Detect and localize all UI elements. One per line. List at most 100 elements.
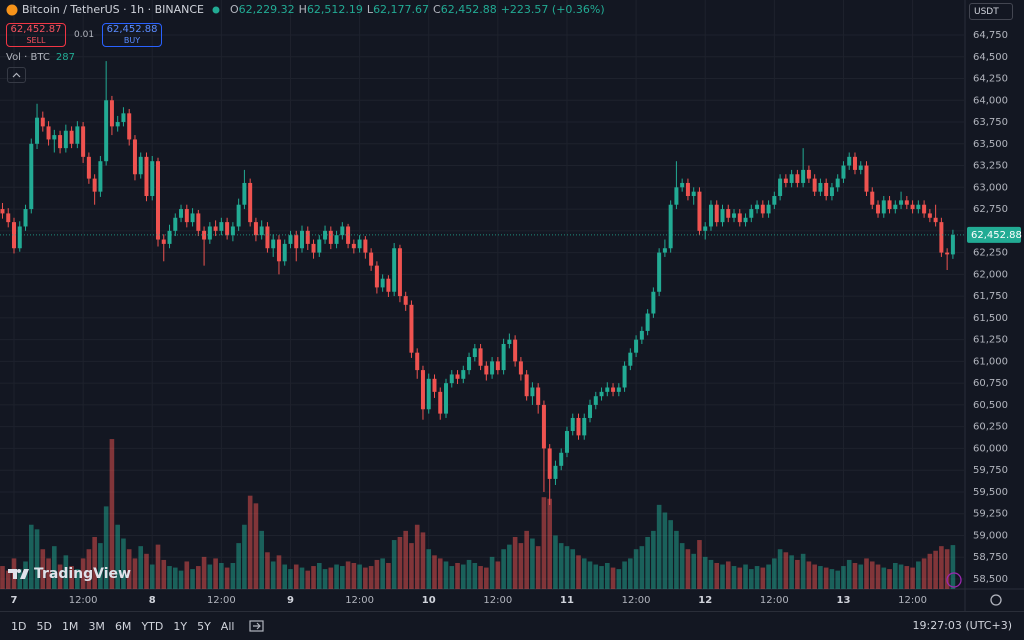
x-tick-label: 12:00 [760,595,789,606]
x-tick-label: 13 [836,595,850,606]
x-tick-label: 12:00 [483,595,512,606]
candle-body [916,204,921,210]
volume-bar [651,530,656,589]
y-tick-label: 59,250 [973,509,1008,520]
y-tick-label: 64,750 [973,30,1008,41]
x-tick-label: 7 [11,595,18,606]
candle-body [858,165,863,170]
range-button[interactable]: 1Y [173,619,188,633]
volume-bar [697,540,702,589]
candle-body [179,209,184,218]
volume-bar [564,546,570,589]
volume-bar [190,569,195,589]
candle-body [11,222,16,249]
volume-bar [0,566,5,589]
candle-body [173,217,178,231]
candle-body [29,143,34,210]
volume-bar [553,535,558,589]
volume-bar [293,564,299,589]
sell-button[interactable]: 62,452.87 SELL [6,23,66,47]
range-button[interactable]: 1D [11,619,27,633]
currency-selector[interactable]: USDT [969,3,1013,20]
candle-body [426,378,431,410]
volume-bar [795,559,800,589]
volume-bar [437,558,443,589]
y-tick-label: 63,750 [973,117,1008,128]
candle-body [300,230,305,249]
candle-body [6,213,11,223]
candle-body [265,226,270,249]
volume-bar [138,546,144,589]
candle-body [622,365,627,388]
buy-button[interactable]: 62,452.88 BUY [102,23,163,47]
candle-body [910,204,915,210]
collapse-button[interactable] [7,67,26,83]
volume-bar [230,562,236,589]
replay-icon[interactable] [946,572,962,588]
volume-bar [547,498,552,589]
volume-bar [80,558,86,589]
candle-body [599,391,604,397]
volume-bar [115,524,120,589]
range-button[interactable]: 1M [61,619,79,633]
candle-body [639,330,644,340]
volume-bar [374,559,380,589]
volume-bar [52,546,57,589]
volume-bar [656,504,662,589]
volume-bar [927,553,933,589]
candle-body [455,374,460,379]
ohlc-value: 62,177.67 [373,3,430,16]
candle-body [46,126,51,140]
volume-bar [357,564,362,589]
candle-body [864,165,869,192]
y-tick-label: 61,000 [973,356,1008,367]
candle-body [530,387,535,397]
candle-body [760,204,765,214]
settings-icon[interactable] [990,594,1002,606]
volume-bar [247,495,253,589]
candle-body [213,226,218,231]
candle-body [829,187,834,197]
range-button[interactable]: All [220,619,235,633]
x-tick-label: 12:00 [69,595,98,606]
candle-body [564,431,569,453]
volume-bar [910,567,915,589]
candle-body [115,122,120,127]
volume-bar [311,566,316,589]
candle-body [685,182,690,197]
volume-bar [708,559,714,589]
volume-bar [789,555,794,589]
candle-body [495,361,500,371]
date-range-icon[interactable] [249,619,265,633]
candle-body [501,343,506,371]
volume-bar [201,556,207,589]
volume-bar [530,538,535,589]
volume-bar [800,553,806,589]
candle-body [651,291,656,314]
candle-body [749,209,754,218]
range-button[interactable]: YTD [141,619,164,633]
volume-bar [236,543,241,589]
range-button[interactable]: 5Y [197,619,211,633]
y-tick-label: 63,500 [973,139,1008,150]
volume-bar [288,569,293,589]
volume-bar [63,555,69,589]
candle-body [922,204,927,214]
candle-body [219,222,224,231]
range-button[interactable]: 6M [114,619,132,633]
volume-bar [144,553,149,589]
range-button[interactable]: 5D [36,619,52,633]
volume-bar [829,569,835,589]
volume-bar [725,561,731,589]
volume-bar [328,567,334,589]
volume-bar [875,564,881,589]
candle-body [230,226,235,236]
symbol-header: Bitcoin / TetherUS · 1h · BINANCE O 62,22… [6,3,605,16]
candle-body [196,213,201,231]
symbol[interactable]: Bitcoin / TetherUS · 1h · BINANCE [22,3,204,16]
volume-bar [161,559,167,589]
ohlc-label: O [230,3,239,16]
range-button[interactable]: 3M [88,619,105,633]
volume-bar [17,569,23,589]
ohlc-legend: O 62,229.32 H 62,512.19 L 62,177.67 C 62,452.88 [226,3,497,16]
